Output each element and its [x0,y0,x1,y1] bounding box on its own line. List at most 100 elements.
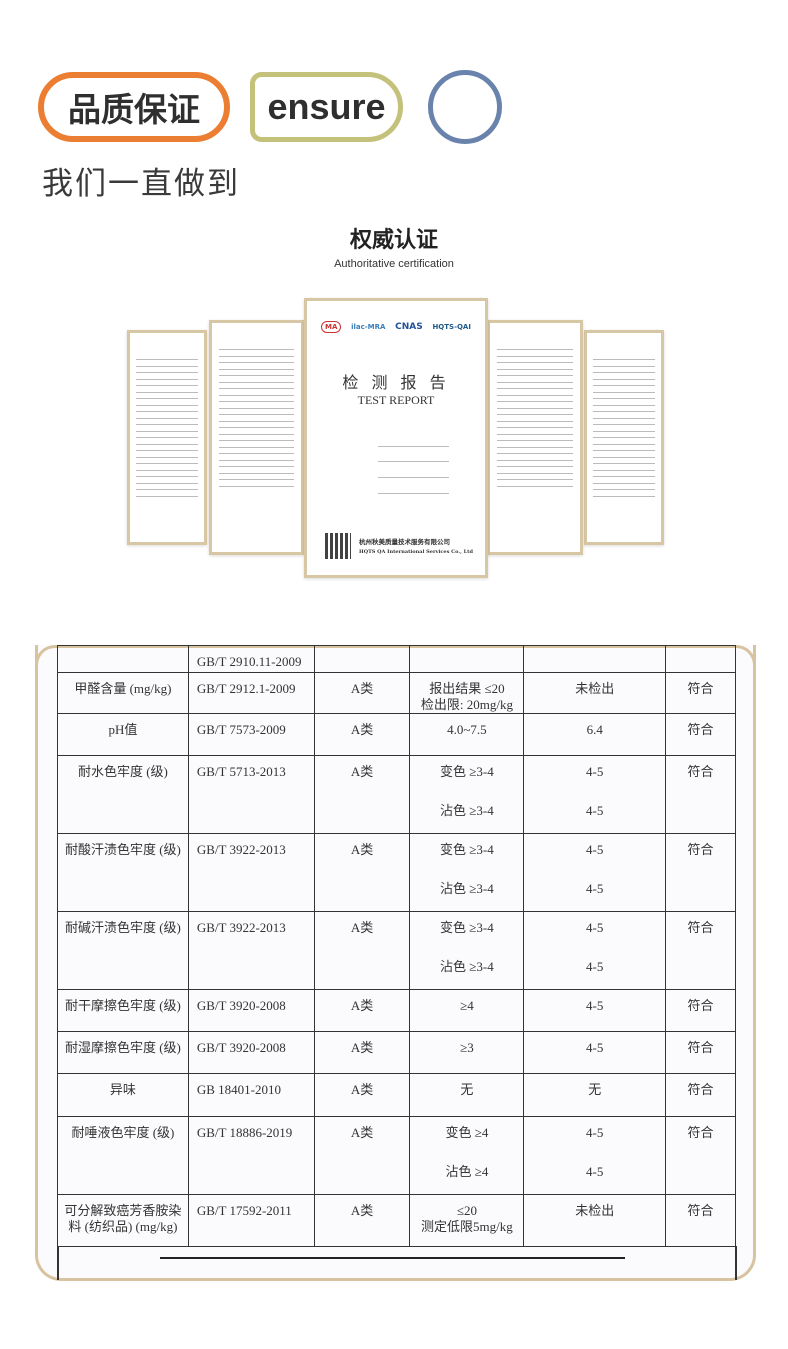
quality-badge: 品质保证 [38,72,230,142]
cell-text: A类 [350,920,374,935]
report-page-thumbnail [584,330,664,545]
cell-line: 测定低限5mg/kg [421,1219,513,1234]
cell-text: 符合 [687,764,714,779]
cell-result: 4-5 [523,1031,667,1074]
table-row: 耐水色牢度 (级) GB/T 5713-2013 A类 变色 ≥3-4 沾色 ≥3-4 4… [57,755,736,834]
cell-line: 无 [460,1082,474,1097]
cell-verdict: 符合 [665,713,736,756]
report-title-en: TEST REPORT [357,393,435,407]
cell-line: ≥3 [460,1040,474,1055]
signature-line [160,1257,625,1259]
cell-requirement: 报出结果 ≤20 检出限: 20mg/kg [409,672,525,714]
slogan: 我们一直做到 [42,166,240,202]
cell-text: 符合 [687,1125,714,1140]
cell-line: 4-5 [586,1125,604,1140]
cell-line: 6.4 [586,722,603,737]
table-row: 甲醛含量 (mg/kg) GB/T 2912.1-2009 A类 报出结果 ≤20 检出… [57,672,736,714]
cell-verdict: 符合 [665,672,736,714]
company-name: 杭州秋美质量技术服务有限公司 HQTS QA International Serv… [359,537,473,557]
cell-text: GB/T 3922-2013 [196,842,286,857]
cell-text: 符合 [687,842,714,857]
cell-text: 异味 [109,1082,136,1097]
cell-standard: GB/T 5713-2013 [187,755,315,834]
cell-class: A类 [313,1116,411,1195]
cell-line: 4-5 [586,803,604,818]
section-subtitle: Authoritative certification [334,258,454,270]
cell-text: 符合 [687,998,714,1013]
cell-text: GB/T 3920-2008 [196,1040,286,1055]
cell-text: GB/T 3920-2008 [196,998,286,1013]
cell-verdict: 符合 [665,833,736,912]
cell-standard: GB/T 2912.1-2009 [187,672,315,714]
cell-result: 4-5 4-5 [523,833,667,912]
cell-text: A类 [350,1082,374,1097]
cell-requirement: 无 [409,1073,525,1117]
cell-line: 4-5 [586,998,604,1013]
cell-text: 耐水色牢度 (级) [77,764,168,779]
cell-line: 变色 ≥3-4 [440,920,494,935]
cell-text: 耐干摩擦色牢度 (级) [64,998,181,1013]
cell-line: 沾色 ≥3-4 [440,803,494,818]
cell-class [313,645,411,673]
cell-item [57,645,189,673]
cell-line: 4-5 [586,1164,604,1179]
logo-hqts: HQTS-QAI [432,323,471,331]
cell-class: A类 [313,833,411,912]
cell-requirement: ≤20 测定低限5mg/kg [409,1194,525,1247]
cell-item: 耐干摩擦色牢度 (级) [57,989,189,1032]
cell-verdict: 符合 [665,755,736,834]
cell-item: pH值 [57,713,189,756]
cell-line: 未检出 [575,1203,615,1218]
cell-result [523,645,667,673]
logo-cnas: CNAS [395,322,423,332]
cell-line: 4-5 [586,959,604,974]
qr-code [325,533,351,559]
report-page-thumbnail [209,320,304,555]
cell-text: A类 [350,764,374,779]
section-title: 权威认证 [349,228,438,253]
cell-standard: GB/T 3922-2013 [187,911,315,990]
cell-standard: GB 18401-2010 [187,1073,315,1117]
cell-requirement: 变色 ≥4 沾色 ≥4 [409,1116,525,1195]
company-en: HQTS QA International Services Co., Ltd [359,549,473,555]
cell-text: GB/T 7573-2009 [196,722,286,737]
report-page-thumbnail [127,330,207,545]
cell-class: A类 [313,1194,411,1247]
cell-line: 变色 ≥4 [445,1125,489,1140]
table-row: 耐碱汗渍色牢度 (级) GB/T 3922-2013 A类 变色 ≥3-4 沾色 ≥3-… [57,911,736,990]
cell-class: A类 [313,755,411,834]
cell-item: 耐湿摩擦色牢度 (级) [57,1031,189,1074]
cell-text: pH值 [108,722,138,737]
cell-class: A类 [313,989,411,1032]
cell-class: A类 [313,672,411,714]
table-row: 耐酸汗渍色牢度 (级) GB/T 3922-2013 A类 变色 ≥3-4 沾色 ≥3-… [57,833,736,912]
report-title-cn: 检 测 报 告 [342,373,450,392]
cell-verdict: 符合 [665,911,736,990]
cell-item: 耐酸汗渍色牢度 (级) [57,833,189,912]
cell-text: 符合 [687,722,714,737]
test-results-table: GB/T 2910.11-2009 甲醛含量 (mg/kg) GB/T 2912.1… [57,645,736,1247]
cell-verdict: 符合 [665,1116,736,1195]
cell-standard: GB/T 3920-2008 [187,1031,315,1074]
cell-standard: GB/T 18886-2019 [187,1116,315,1195]
cell-verdict: 符合 [665,1031,736,1074]
cell-text: GB/T 3922-2013 [196,920,286,935]
cell-text: GB/T 17592-2011 [196,1203,292,1218]
cell-result: 未检出 [523,1194,667,1247]
cell-text: 耐碱汗渍色牢度 (级) [64,920,181,935]
cell-standard: GB/T 17592-2011 [187,1194,315,1247]
cell-text: A类 [350,842,374,857]
cell-result: 无 [523,1073,667,1117]
cert-logos: MA ilac-MRA CNAS HQTS-QAI [321,321,471,333]
cell-text: GB 18401-2010 [196,1082,281,1097]
badge-en-text: ensure [267,86,386,127]
cell-text: GB/T 5713-2013 [196,764,286,779]
cell-result: 4-5 4-5 [523,755,667,834]
cell-requirement [409,645,525,673]
cell-text: 符合 [687,1040,714,1055]
badge-cn-text: 品质保证 [68,90,200,129]
table-row: 耐湿摩擦色牢度 (级) GB/T 3920-2008 A类 ≥3 4-5 符合 [57,1031,736,1074]
cell-requirement: 4.0~7.5 [409,713,525,756]
cell-requirement: ≥3 [409,1031,525,1074]
cell-verdict: 符合 [665,989,736,1032]
